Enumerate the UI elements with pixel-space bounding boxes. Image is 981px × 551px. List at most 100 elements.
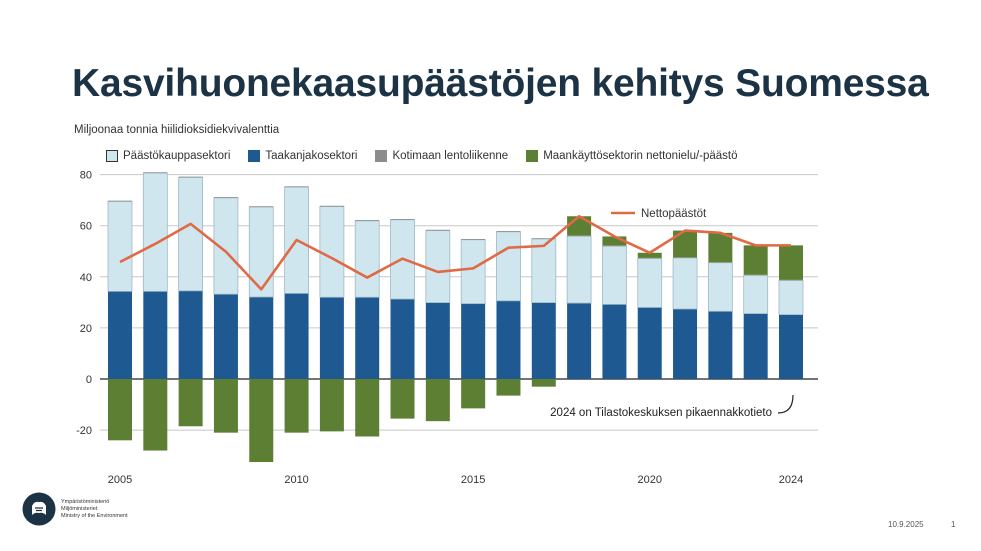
x-tick-label: 2024	[779, 474, 803, 486]
bar-effort-sharing	[637, 307, 662, 379]
bar-effort-sharing	[779, 314, 803, 379]
annotation-bracket	[777, 394, 794, 414]
bar-lulucf	[743, 245, 768, 275]
bar-effort-sharing	[213, 294, 238, 379]
bar-lulucf	[779, 245, 803, 280]
bar-domestic-aviation	[779, 279, 803, 281]
bar-effort-sharing	[673, 308, 698, 379]
legend-label-aviation: Kotimaan lentoliikenne	[392, 150, 509, 162]
legend-swatch-aviation	[375, 150, 388, 162]
legend-swatch-effort	[248, 150, 261, 162]
bar-lulucf	[496, 379, 521, 396]
bar-domestic-aviation	[108, 200, 132, 202]
legend-label-ets: Päästökauppasektori	[123, 150, 231, 162]
bar-effort-sharing	[390, 299, 415, 379]
ministry-name-en: Ministry of the Environment	[61, 512, 128, 519]
bar-domestic-aviation	[355, 220, 380, 221]
bar-effort-sharing	[284, 293, 309, 379]
slide-title: Kasvihuonekaasupäästöjen kehitys Suomess…	[72, 62, 929, 105]
bar-emissions-trading	[107, 201, 133, 292]
x-tick-label: 2020	[637, 474, 661, 486]
page-number: 1	[951, 520, 956, 529]
y-tick-label: -20	[76, 425, 92, 437]
bar-effort-sharing	[355, 297, 380, 379]
bar-lulucf	[178, 379, 203, 427]
bar-emissions-trading	[178, 177, 204, 292]
bar-lulucf	[390, 379, 415, 419]
bar-effort-sharing	[461, 303, 486, 379]
bar-domestic-aviation	[213, 197, 238, 198]
bar-effort-sharing	[319, 297, 344, 379]
bar-domestic-aviation	[496, 231, 521, 232]
bar-domestic-aviation	[637, 257, 662, 259]
bar-lulucf	[249, 379, 274, 463]
x-tick-label: 2005	[108, 474, 132, 486]
bar-emissions-trading	[637, 258, 663, 308]
chart-legend: Päästökauppasektori Taakanjakosektori Ko…	[106, 150, 756, 162]
bar-emissions-trading	[425, 230, 451, 304]
bar-emissions-trading	[672, 257, 698, 310]
bar-lulucf	[531, 379, 556, 387]
bar-effort-sharing	[249, 296, 274, 379]
footer-date: 10.9.2025	[888, 520, 924, 529]
bar-domestic-aviation	[743, 274, 768, 276]
bar-effort-sharing	[708, 311, 733, 379]
bar-domestic-aviation	[461, 238, 486, 240]
legend-item-ets: Päästökauppasektori	[106, 150, 230, 162]
bar-lulucf	[108, 379, 132, 441]
bar-effort-sharing	[143, 291, 168, 379]
bar-emissions-trading	[743, 274, 769, 314]
bar-effort-sharing	[496, 300, 521, 379]
bar-lulucf	[319, 379, 344, 432]
bar-domestic-aviation	[390, 219, 415, 220]
legend-item-aviation: Kotimaan lentoliikenne	[375, 150, 508, 162]
bar-domestic-aviation	[708, 262, 733, 263]
bar-lulucf	[637, 252, 662, 258]
ministry-logo: Ympäristöministeriö Miljöministeriet Min…	[22, 492, 128, 526]
bar-lulucf	[355, 379, 380, 437]
bar-effort-sharing	[743, 313, 768, 379]
ministry-name-fi: Ympäristöministeriö	[61, 498, 110, 505]
bar-domestic-aviation	[249, 206, 274, 208]
y-tick-label: 0	[86, 374, 92, 386]
finnish-lion-icon	[22, 492, 56, 526]
bar-lulucf	[602, 236, 627, 246]
bar-domestic-aviation	[143, 172, 168, 174]
legend-item-lulucf: Maankäyttösektorin nettonielu/-päästö	[526, 150, 738, 162]
bar-emissions-trading	[460, 239, 486, 305]
bar-effort-sharing	[602, 304, 627, 379]
legend-label-lulucf: Maankäyttösektorin nettonielu/-päästö	[543, 150, 738, 162]
ministry-names: Ympäristöministeriö Miljöministeriet Min…	[61, 499, 128, 520]
y-tick-label: 60	[80, 221, 92, 233]
bar-emissions-trading	[496, 231, 521, 302]
legend-item-effort: Taakanjakosektori	[248, 150, 357, 162]
bar-domestic-aviation	[602, 245, 627, 247]
x-tick-label: 2015	[461, 474, 485, 486]
bar-lulucf	[284, 379, 309, 433]
bar-domestic-aviation	[284, 186, 309, 188]
bar-domestic-aviation	[178, 176, 203, 178]
bar-lulucf	[708, 232, 733, 263]
bar-emissions-trading	[707, 262, 733, 312]
bar-domestic-aviation	[673, 257, 698, 258]
bar-effort-sharing	[567, 303, 592, 379]
bar-domestic-aviation	[567, 235, 592, 237]
bar-effort-sharing	[531, 302, 556, 379]
bar-emissions-trading	[778, 279, 804, 316]
bar-domestic-aviation	[425, 229, 450, 231]
bar-lulucf	[425, 379, 450, 422]
annotation-preliminary-note: 2024 on Tilastokeskuksen pikaennakkotiet…	[550, 407, 772, 419]
bar-emissions-trading	[531, 238, 557, 304]
net-emissions-line	[119, 214, 791, 291]
bar-emissions-trading	[319, 206, 345, 298]
y-tick-label: 80	[80, 170, 92, 182]
bar-emissions-trading	[566, 235, 592, 304]
legend-swatch-ets	[106, 150, 118, 162]
bar-emissions-trading	[248, 206, 274, 298]
bar-emissions-trading	[142, 172, 168, 292]
bar-lulucf	[567, 216, 592, 236]
unit-label: Miljoonaa tonnia hiilidioksidiekvivalent…	[74, 124, 280, 136]
bar-domestic-aviation	[531, 238, 556, 239]
bar-lulucf	[461, 379, 486, 409]
